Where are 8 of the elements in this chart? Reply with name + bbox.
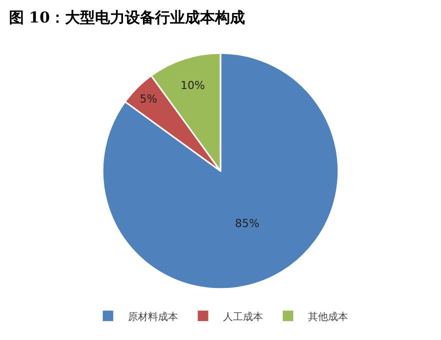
data-label: 10%	[180, 78, 205, 92]
legend-label: 其他成本	[308, 310, 348, 323]
data-label: 5%	[140, 92, 158, 106]
pie-slice	[102, 52, 340, 290]
chart-title: 图 10：大型电力设备行业成本构成	[8, 8, 245, 26]
data-label: 85%	[235, 217, 260, 230]
legend-label: 原材料成本	[128, 310, 178, 323]
legend-label: 人工成本	[223, 310, 263, 323]
